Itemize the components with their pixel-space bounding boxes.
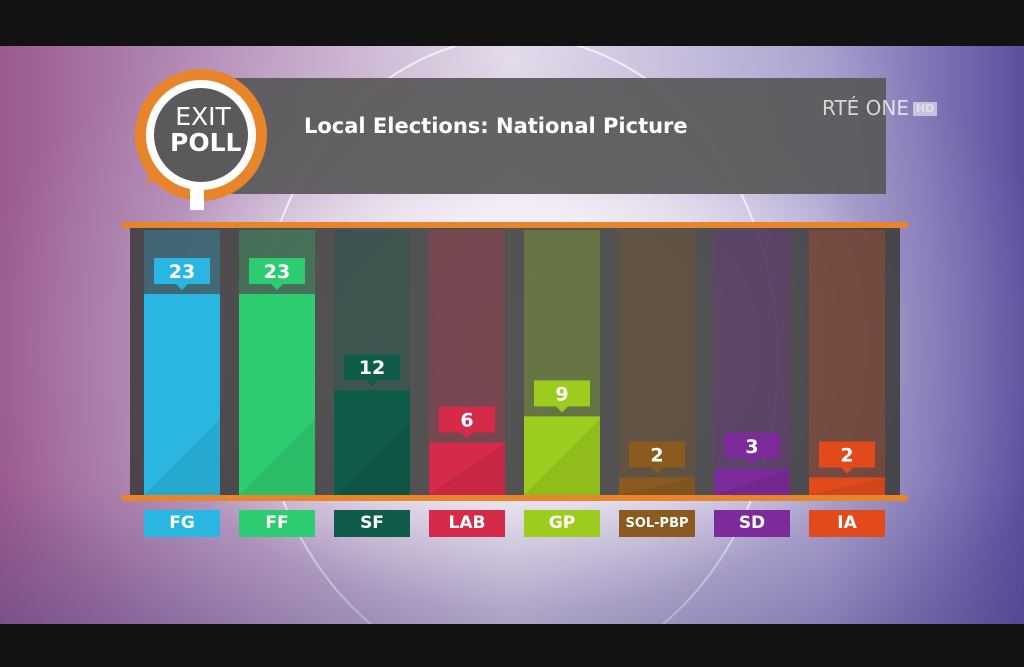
bar-sheen-fg [144,419,220,495]
category-label-sf: SF [334,510,410,537]
value-label-fg: 23 [169,261,195,283]
value-tag-sf [344,354,400,387]
title-banner: Local Elections: National Picture [200,78,886,194]
bar-sheen-ff [239,419,315,495]
channel-watermark: RTÉ ONE HD [822,96,938,120]
category-label-lab: LAB [429,510,505,537]
bar-sheen-sd [714,468,790,495]
chart-baseline-rule [122,495,908,501]
category-label-sd: SD [714,510,790,537]
value-tag-fg [154,258,210,290]
letterbox-bottom [0,624,1024,667]
value-tag-ia [819,441,875,474]
value-label-ff: 23 [264,261,290,283]
value-label-sd: 3 [745,436,758,458]
value-label-sol-pbp: 2 [650,445,663,467]
bar-sheen-lab [429,442,505,495]
bar-sheen-sf [334,419,410,495]
category-label-gp: GP [524,510,600,537]
value-label-ia: 2 [840,445,853,467]
category-label-sol-pbp: SOL-PBP [619,510,695,537]
logo-line-2: POLL [170,128,242,157]
exit-poll-logo [135,69,267,210]
value-tag-ff [249,258,305,290]
bar-sheen-ia [809,477,885,495]
letterbox-top [0,0,1024,46]
bar-sheen-gp [524,419,600,495]
hd-badge: HD [913,102,938,116]
value-tag-lab [439,406,495,439]
chart-title: Local Elections: National Picture [304,114,688,138]
bar-sheen-sol-pbp [619,477,695,495]
chart-top-rule [122,222,908,228]
category-label-fg: FG [144,510,220,537]
category-label-ia: IA [809,510,885,537]
value-tag-sol-pbp [629,441,685,474]
value-tag-gp [534,380,590,413]
background-shade [0,484,1024,624]
value-label-gp: 9 [555,383,568,405]
value-tag-sd [724,432,780,465]
value-label-sf: 12 [359,357,385,379]
logo-line-1: EXIT [175,102,231,131]
value-label-lab: 6 [460,410,473,432]
channel-name: RTÉ ONE [822,96,909,120]
logo-text: EXIT POLL [170,102,242,157]
category-label-ff: FF [239,510,315,537]
